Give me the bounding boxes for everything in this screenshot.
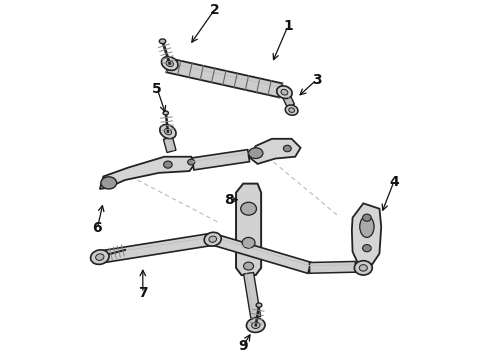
Ellipse shape: [101, 177, 117, 189]
Ellipse shape: [163, 111, 169, 115]
Text: 7: 7: [138, 286, 147, 300]
Ellipse shape: [166, 60, 173, 67]
Ellipse shape: [289, 108, 294, 112]
Ellipse shape: [161, 57, 178, 71]
Polygon shape: [99, 233, 214, 263]
Ellipse shape: [159, 39, 166, 44]
Polygon shape: [352, 203, 381, 264]
Polygon shape: [211, 234, 311, 273]
Ellipse shape: [251, 322, 260, 328]
Text: 3: 3: [312, 73, 321, 87]
Ellipse shape: [360, 216, 374, 237]
Ellipse shape: [188, 159, 195, 165]
Polygon shape: [281, 90, 294, 108]
Ellipse shape: [241, 202, 256, 215]
Ellipse shape: [363, 214, 371, 221]
Polygon shape: [244, 273, 261, 318]
Text: 8: 8: [224, 193, 234, 207]
Text: 4: 4: [389, 175, 399, 189]
Text: 6: 6: [93, 221, 102, 235]
Ellipse shape: [283, 145, 291, 152]
Text: 9: 9: [239, 339, 248, 353]
Ellipse shape: [209, 236, 217, 242]
Ellipse shape: [248, 148, 263, 158]
Text: 1: 1: [283, 19, 293, 33]
Ellipse shape: [256, 303, 262, 307]
Ellipse shape: [164, 129, 171, 135]
Polygon shape: [100, 157, 195, 189]
Ellipse shape: [204, 232, 221, 246]
Ellipse shape: [160, 125, 176, 139]
Ellipse shape: [281, 89, 288, 95]
Ellipse shape: [246, 318, 265, 332]
Polygon shape: [309, 261, 356, 273]
Ellipse shape: [96, 254, 104, 260]
Polygon shape: [167, 58, 282, 98]
Polygon shape: [163, 137, 176, 153]
Text: 5: 5: [152, 82, 162, 96]
Polygon shape: [163, 59, 174, 70]
Ellipse shape: [285, 105, 298, 115]
Ellipse shape: [363, 244, 371, 252]
Polygon shape: [236, 184, 261, 275]
Ellipse shape: [91, 250, 109, 264]
Polygon shape: [192, 150, 249, 170]
Ellipse shape: [277, 86, 292, 99]
Ellipse shape: [242, 237, 255, 248]
Polygon shape: [248, 139, 300, 164]
Ellipse shape: [354, 261, 372, 275]
Ellipse shape: [244, 262, 254, 270]
Ellipse shape: [359, 265, 368, 271]
Text: 2: 2: [210, 3, 220, 17]
Ellipse shape: [164, 161, 172, 168]
